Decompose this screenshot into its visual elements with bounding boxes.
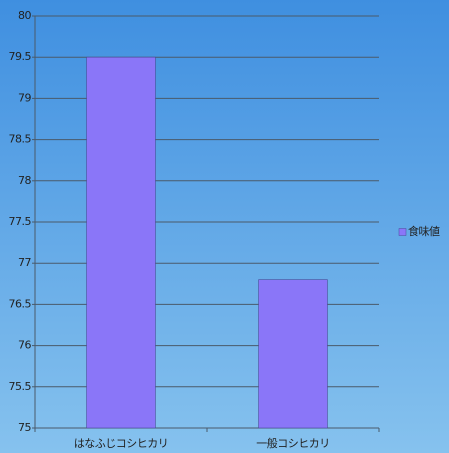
y-tick-label: 78.5 xyxy=(9,133,32,146)
y-tick-label: 79.5 xyxy=(9,50,32,63)
x-tick-label: 一般コシヒカリ xyxy=(256,437,330,450)
y-tick-label: 79 xyxy=(18,91,31,104)
bar xyxy=(87,57,156,428)
chart: 75 75.5 76 76.5 77 77.5 78 78.5 79 79.5 80 はなふじコシヒカ… xyxy=(0,0,449,453)
background xyxy=(0,0,449,453)
y-tick-label: 80 xyxy=(18,9,31,22)
y-tick-label: 75.5 xyxy=(9,380,32,393)
y-tick-label: 77 xyxy=(18,256,31,269)
x-tick-label: はなふじコシヒカリ xyxy=(74,437,169,450)
y-tick-label: 78 xyxy=(18,174,31,187)
y-tick-label: 75 xyxy=(18,421,31,434)
y-tick-label: 76 xyxy=(18,339,31,352)
legend-swatch xyxy=(399,229,406,236)
bar xyxy=(259,280,328,428)
legend-label: 食味値 xyxy=(408,224,440,238)
y-tick-label: 77.5 xyxy=(9,215,32,228)
y-tick-label: 76.5 xyxy=(9,297,32,310)
